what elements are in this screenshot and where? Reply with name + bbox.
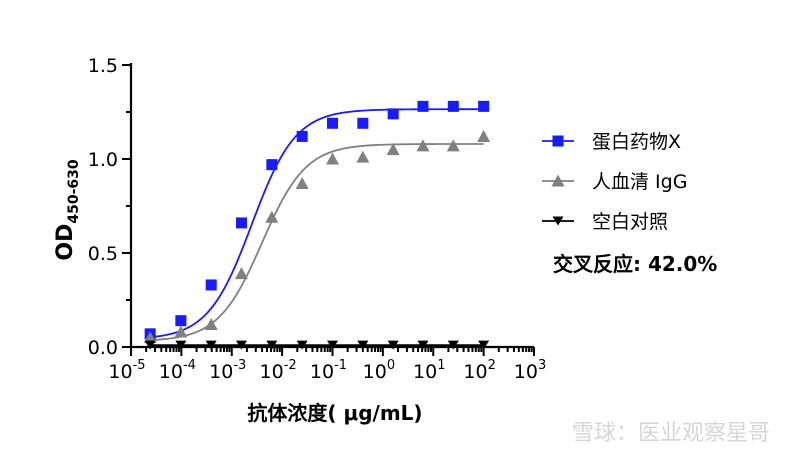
x-tick-label: 101 <box>413 358 445 383</box>
data-point <box>447 340 459 350</box>
data-point <box>386 143 400 156</box>
data-point <box>296 340 308 350</box>
data-point <box>478 340 490 350</box>
legend-marker <box>552 216 564 226</box>
y-tick-label: 1.5 <box>88 55 118 77</box>
axes: 0.0 0.5 1.0 1.5 10-5 10-4 10-3 10-2 10-1 100 101 10… <box>88 55 546 383</box>
y-tick-label: 1.0 <box>88 149 118 171</box>
data-point <box>144 340 156 350</box>
legend-label: 人血清 IgG <box>592 171 687 193</box>
x-axis-label: 抗体浓度( μg/mL) <box>247 401 422 425</box>
data-point <box>356 150 370 163</box>
legend-label: 蛋白药物X <box>592 131 681 153</box>
data-point <box>265 210 279 223</box>
data-point <box>326 152 339 165</box>
x-tick-label: 10-5 <box>108 358 145 383</box>
data-point <box>387 340 399 350</box>
watermark-text: 雪球：医业观察星哥 <box>572 421 770 446</box>
data-point <box>235 217 247 229</box>
y-tick-label: 0.5 <box>88 243 118 265</box>
data-point <box>447 100 459 112</box>
data-point <box>446 139 460 152</box>
cross-reactivity-annotation: 交叉反应: 42.0% <box>553 252 717 276</box>
x-tick-label: 10-1 <box>310 358 347 383</box>
y-axis-label-sub: 450-630 <box>66 159 82 224</box>
data-points <box>143 100 491 350</box>
data-point <box>295 176 309 189</box>
data-point <box>417 340 429 350</box>
data-point <box>296 130 308 142</box>
data-point <box>235 340 247 350</box>
legend: 蛋白药物X 人血清 IgG 空白对照 <box>542 131 687 233</box>
legend-marker <box>551 174 565 187</box>
data-point <box>327 340 338 350</box>
x-tick-label: 102 <box>463 358 495 383</box>
data-point <box>357 340 369 350</box>
data-point <box>327 117 338 129</box>
data-point <box>387 108 399 120</box>
x-tick-label: 10-2 <box>260 358 297 383</box>
data-point <box>205 340 217 350</box>
data-point <box>143 331 157 344</box>
data-point <box>357 117 369 129</box>
data-point <box>175 340 187 350</box>
legend-marker <box>552 135 564 147</box>
data-point <box>175 315 187 327</box>
x-tick-label: 103 <box>514 358 546 383</box>
y-tick-label: 0.0 <box>88 337 118 359</box>
x-tick-label: 100 <box>363 358 395 383</box>
fit-curve <box>150 143 484 342</box>
fit-curves <box>150 108 484 347</box>
data-point <box>205 279 217 291</box>
data-point <box>477 129 491 142</box>
data-point <box>417 100 429 112</box>
y-axis-label-main: OD <box>53 224 78 261</box>
legend-label: 空白对照 <box>592 211 668 233</box>
data-point <box>478 100 490 112</box>
x-tick-label: 10-3 <box>209 358 246 383</box>
data-point <box>204 317 218 330</box>
y-axis-label: OD450-630 <box>53 159 82 260</box>
data-point <box>174 325 188 338</box>
data-point <box>266 159 278 171</box>
data-point <box>266 340 278 350</box>
data-point <box>416 139 430 152</box>
x-tick-label: 10-4 <box>159 358 196 383</box>
data-point <box>234 267 248 280</box>
